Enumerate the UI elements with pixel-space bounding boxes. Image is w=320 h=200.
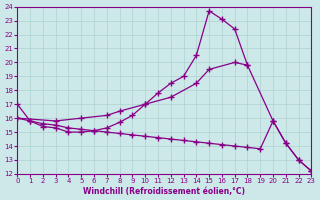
X-axis label: Windchill (Refroidissement éolien,°C): Windchill (Refroidissement éolien,°C) [84, 187, 245, 196]
